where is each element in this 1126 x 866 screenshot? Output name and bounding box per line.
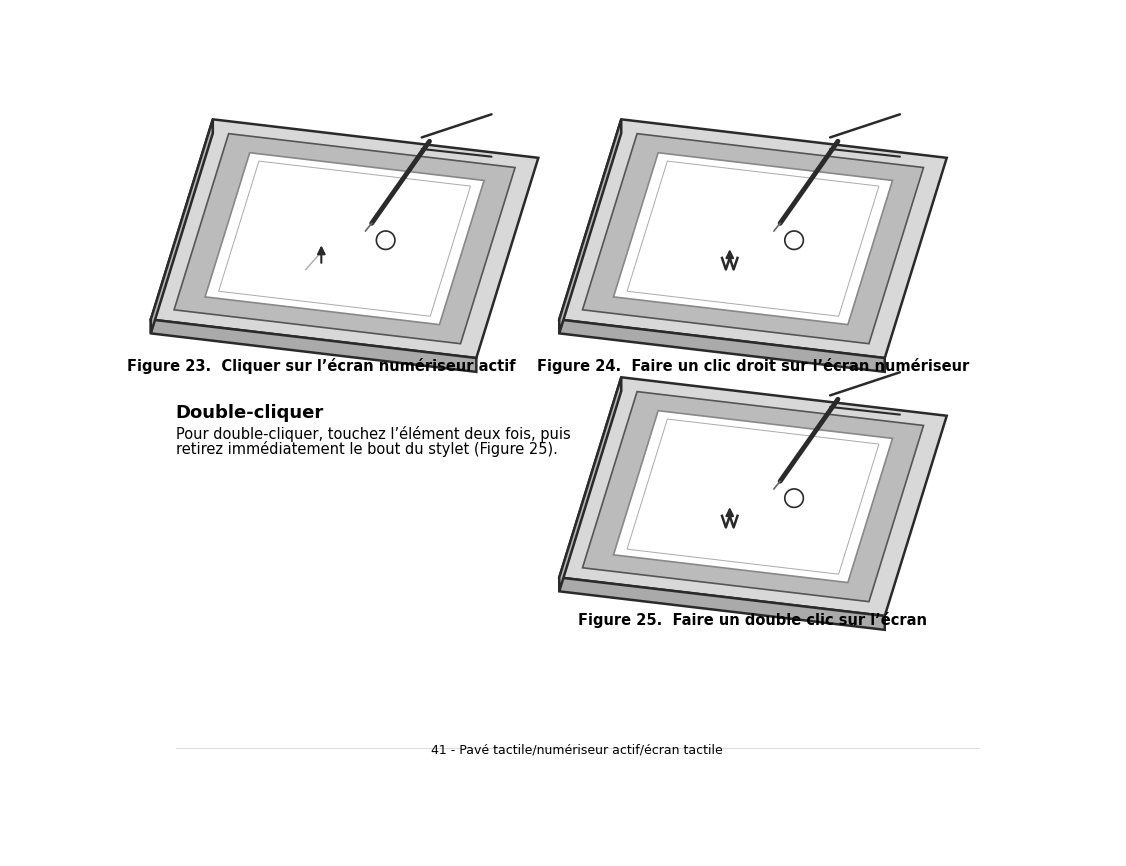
Text: Double-cliquer: Double-cliquer (176, 404, 324, 423)
Polygon shape (560, 378, 947, 616)
Polygon shape (151, 320, 476, 372)
Polygon shape (560, 120, 947, 358)
Polygon shape (175, 133, 515, 344)
Polygon shape (614, 410, 893, 583)
Text: Figure 23.  Cliquer sur l’écran numériseur actif: Figure 23. Cliquer sur l’écran numériseu… (127, 358, 516, 374)
Polygon shape (582, 391, 923, 602)
Polygon shape (205, 152, 484, 325)
Polygon shape (376, 231, 395, 249)
Text: 41 - Pavé tactile/numériseur actif/écran tactile: 41 - Pavé tactile/numériseur actif/écran… (431, 744, 723, 757)
Polygon shape (582, 133, 923, 344)
Polygon shape (785, 231, 803, 249)
Polygon shape (560, 578, 885, 630)
Text: retirez immédiatement le bout du stylet (Figure 25).: retirez immédiatement le bout du stylet … (176, 441, 557, 457)
Polygon shape (560, 120, 622, 333)
Text: Pour double-cliquer, touchez l’élément deux fois, puis: Pour double-cliquer, touchez l’élément d… (176, 426, 571, 442)
Polygon shape (560, 378, 622, 591)
Polygon shape (151, 120, 538, 358)
Polygon shape (560, 320, 885, 372)
Polygon shape (785, 489, 803, 507)
Polygon shape (614, 152, 893, 325)
Text: Figure 24.  Faire un clic droit sur l’écran numériseur: Figure 24. Faire un clic droit sur l’écr… (537, 358, 969, 374)
Polygon shape (151, 120, 213, 333)
Text: Figure 25.  Faire un double clic sur l’écran: Figure 25. Faire un double clic sur l’éc… (579, 612, 928, 628)
